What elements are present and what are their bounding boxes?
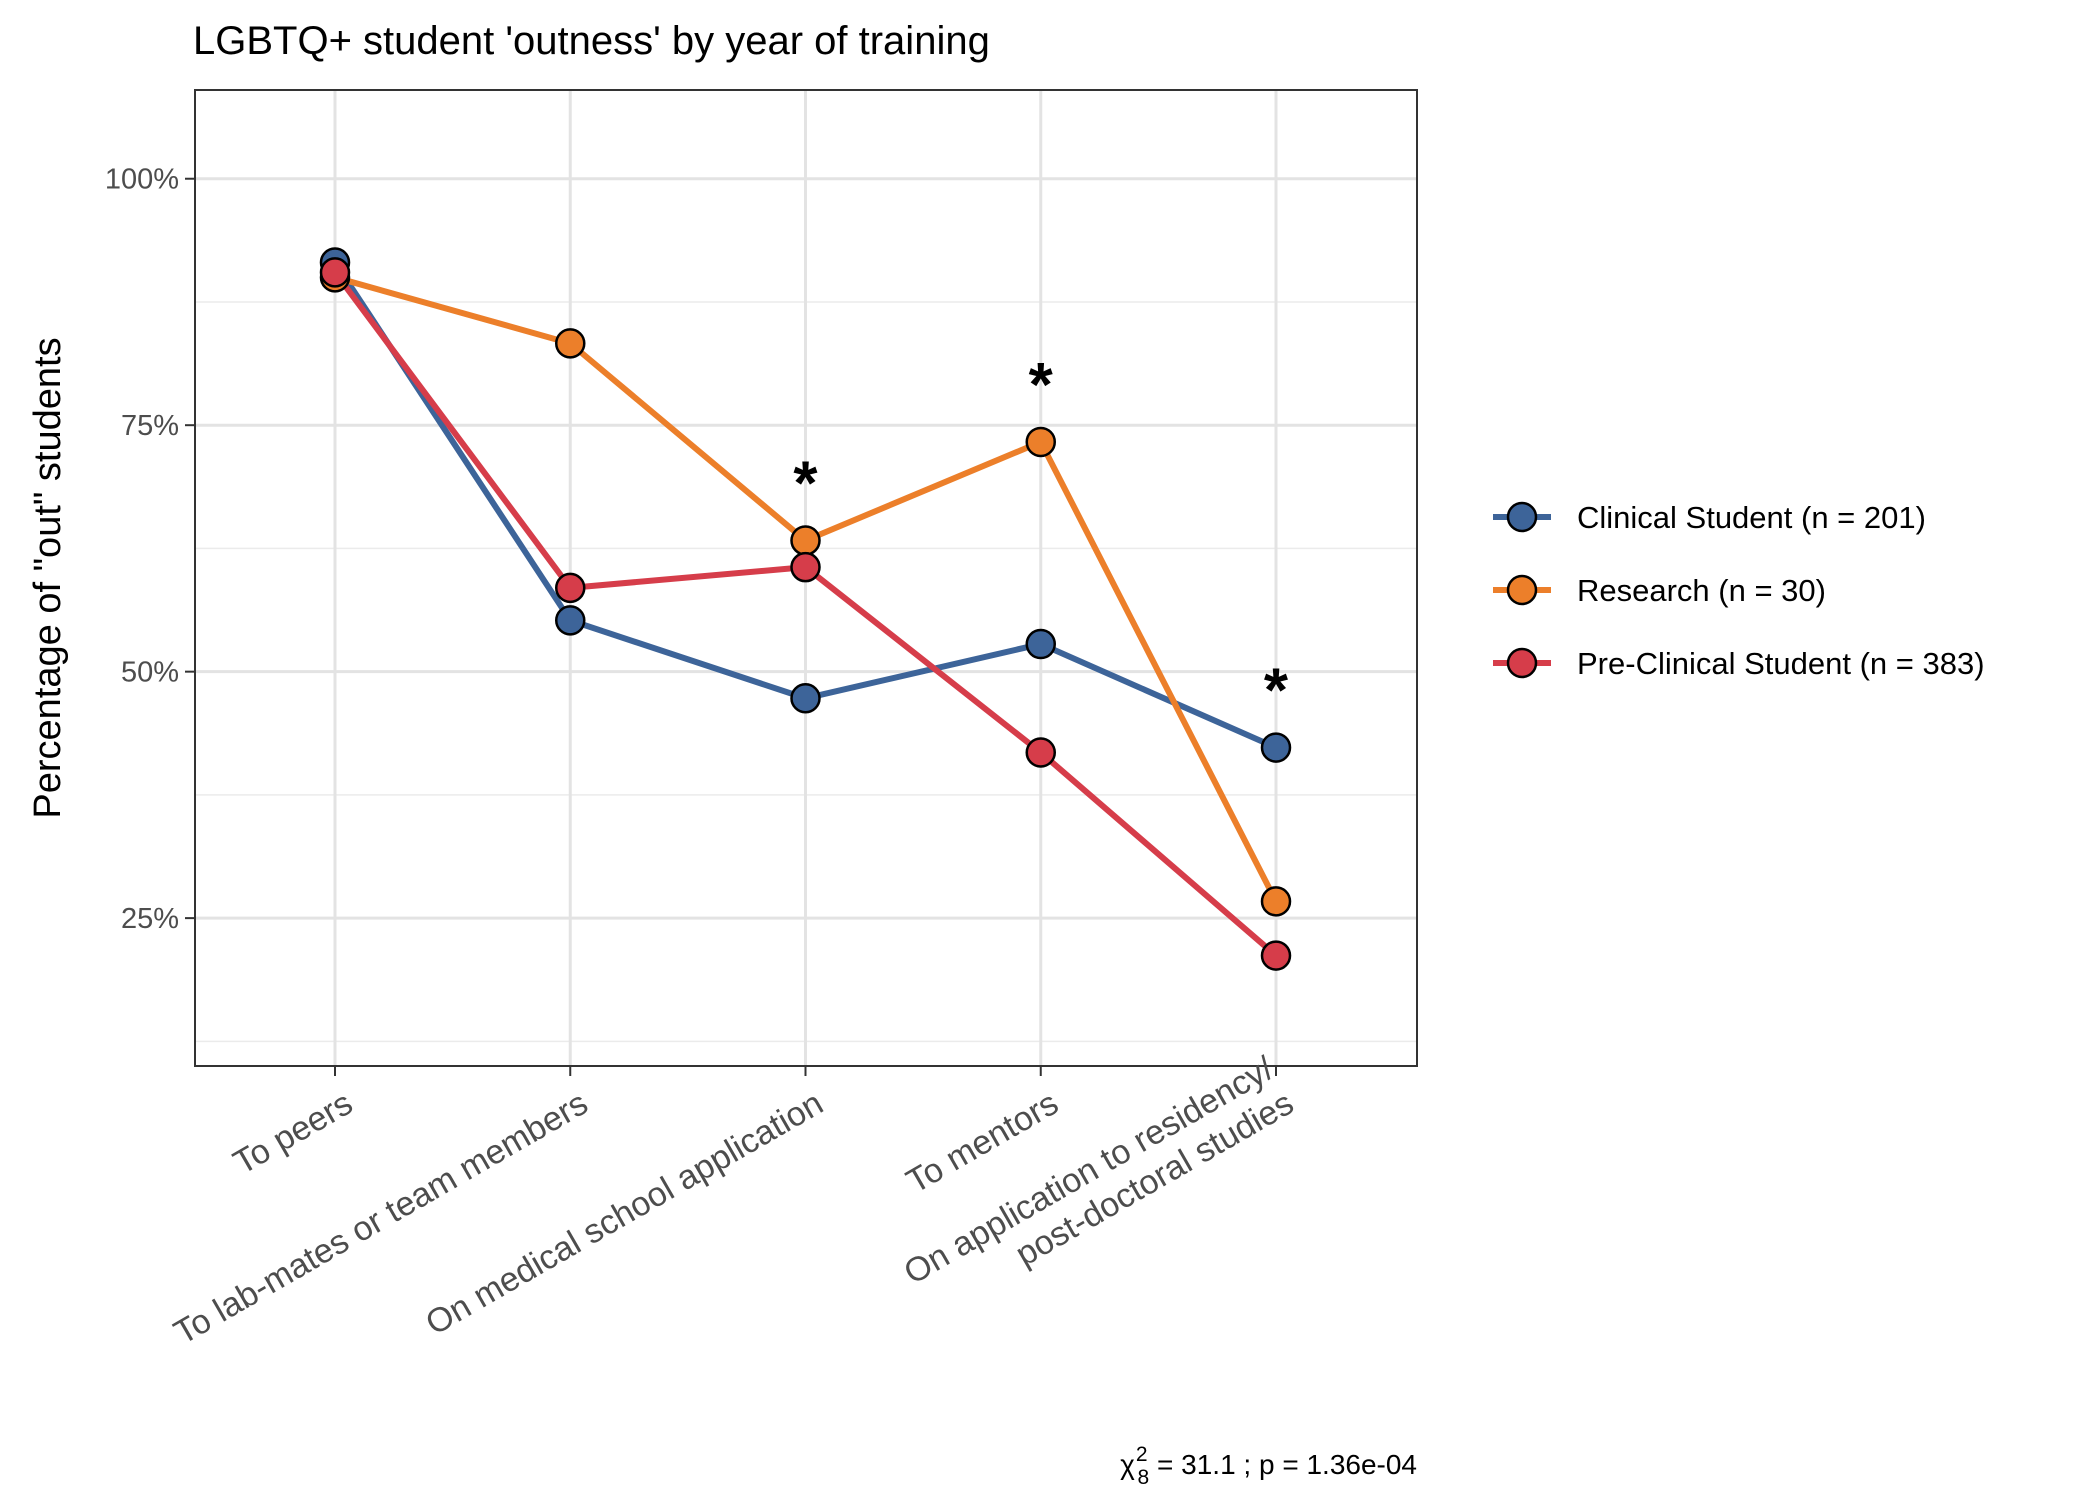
y-tick-label: 100% [105, 164, 179, 196]
x-tick-label: To lab-mates or team members [168, 1084, 594, 1352]
y-tick-label: 25% [121, 903, 179, 935]
significance-star: * [793, 449, 818, 518]
legend: Clinical Student (n = 201) Research (n = … [1493, 500, 1985, 681]
data-point [1260, 940, 1292, 971]
x-tick-label: On application to residency/post-doctora… [898, 1049, 1300, 1292]
significance-markers: * * * [793, 351, 1289, 726]
data-point [1260, 732, 1292, 763]
legend-label: Pre-Clinical Student (n = 383) [1577, 646, 1985, 681]
data-point [555, 572, 586, 604]
y-tick-label: 50% [121, 657, 179, 689]
x-tick-label-line: On medical school application [419, 1084, 829, 1343]
legend-label: Clinical Student (n = 201) [1577, 500, 1926, 535]
y-axis: 25% 50% 75% 100% [105, 164, 195, 935]
x-tick-label-line: To peers [227, 1084, 359, 1182]
data-point [555, 328, 586, 359]
data-point [319, 257, 351, 288]
x-tick-label: To peers [227, 1084, 359, 1182]
data-point [1025, 737, 1056, 768]
chi-result: = 31.1 ; p = 1.36e-04 [1149, 1449, 1417, 1480]
significance-star: * [1264, 657, 1289, 726]
data-point [790, 525, 821, 556]
chi-superscript: 2 [1136, 1443, 1148, 1466]
data-point [790, 551, 821, 583]
data-point [790, 683, 821, 714]
data-point [1260, 886, 1292, 917]
chart-title: LGBTQ+ student 'outness' by year of trai… [193, 19, 990, 63]
chi-symbol: χ [1120, 1449, 1135, 1480]
chi-subscript: 8 [1138, 1466, 1150, 1489]
series-points [319, 247, 1292, 971]
legend-key-point [1506, 501, 1538, 533]
legend-key-point [1506, 647, 1538, 679]
y-tick-label: 75% [121, 410, 179, 442]
y-axis-label: Percentage of "out" students [27, 337, 69, 818]
data-point [555, 605, 586, 636]
significance-star: * [1029, 351, 1054, 420]
x-tick-label: On medical school application [419, 1084, 829, 1343]
data-point [1025, 628, 1056, 660]
x-tick-label-line: To lab-mates or team members [168, 1084, 594, 1352]
data-point [1025, 426, 1056, 458]
chi-square-annotation: χ2 8 = 31.1 ; p = 1.36e-04 [1120, 1443, 1417, 1489]
legend-key-point [1506, 574, 1538, 606]
legend-label: Research (n = 30) [1577, 573, 1826, 608]
